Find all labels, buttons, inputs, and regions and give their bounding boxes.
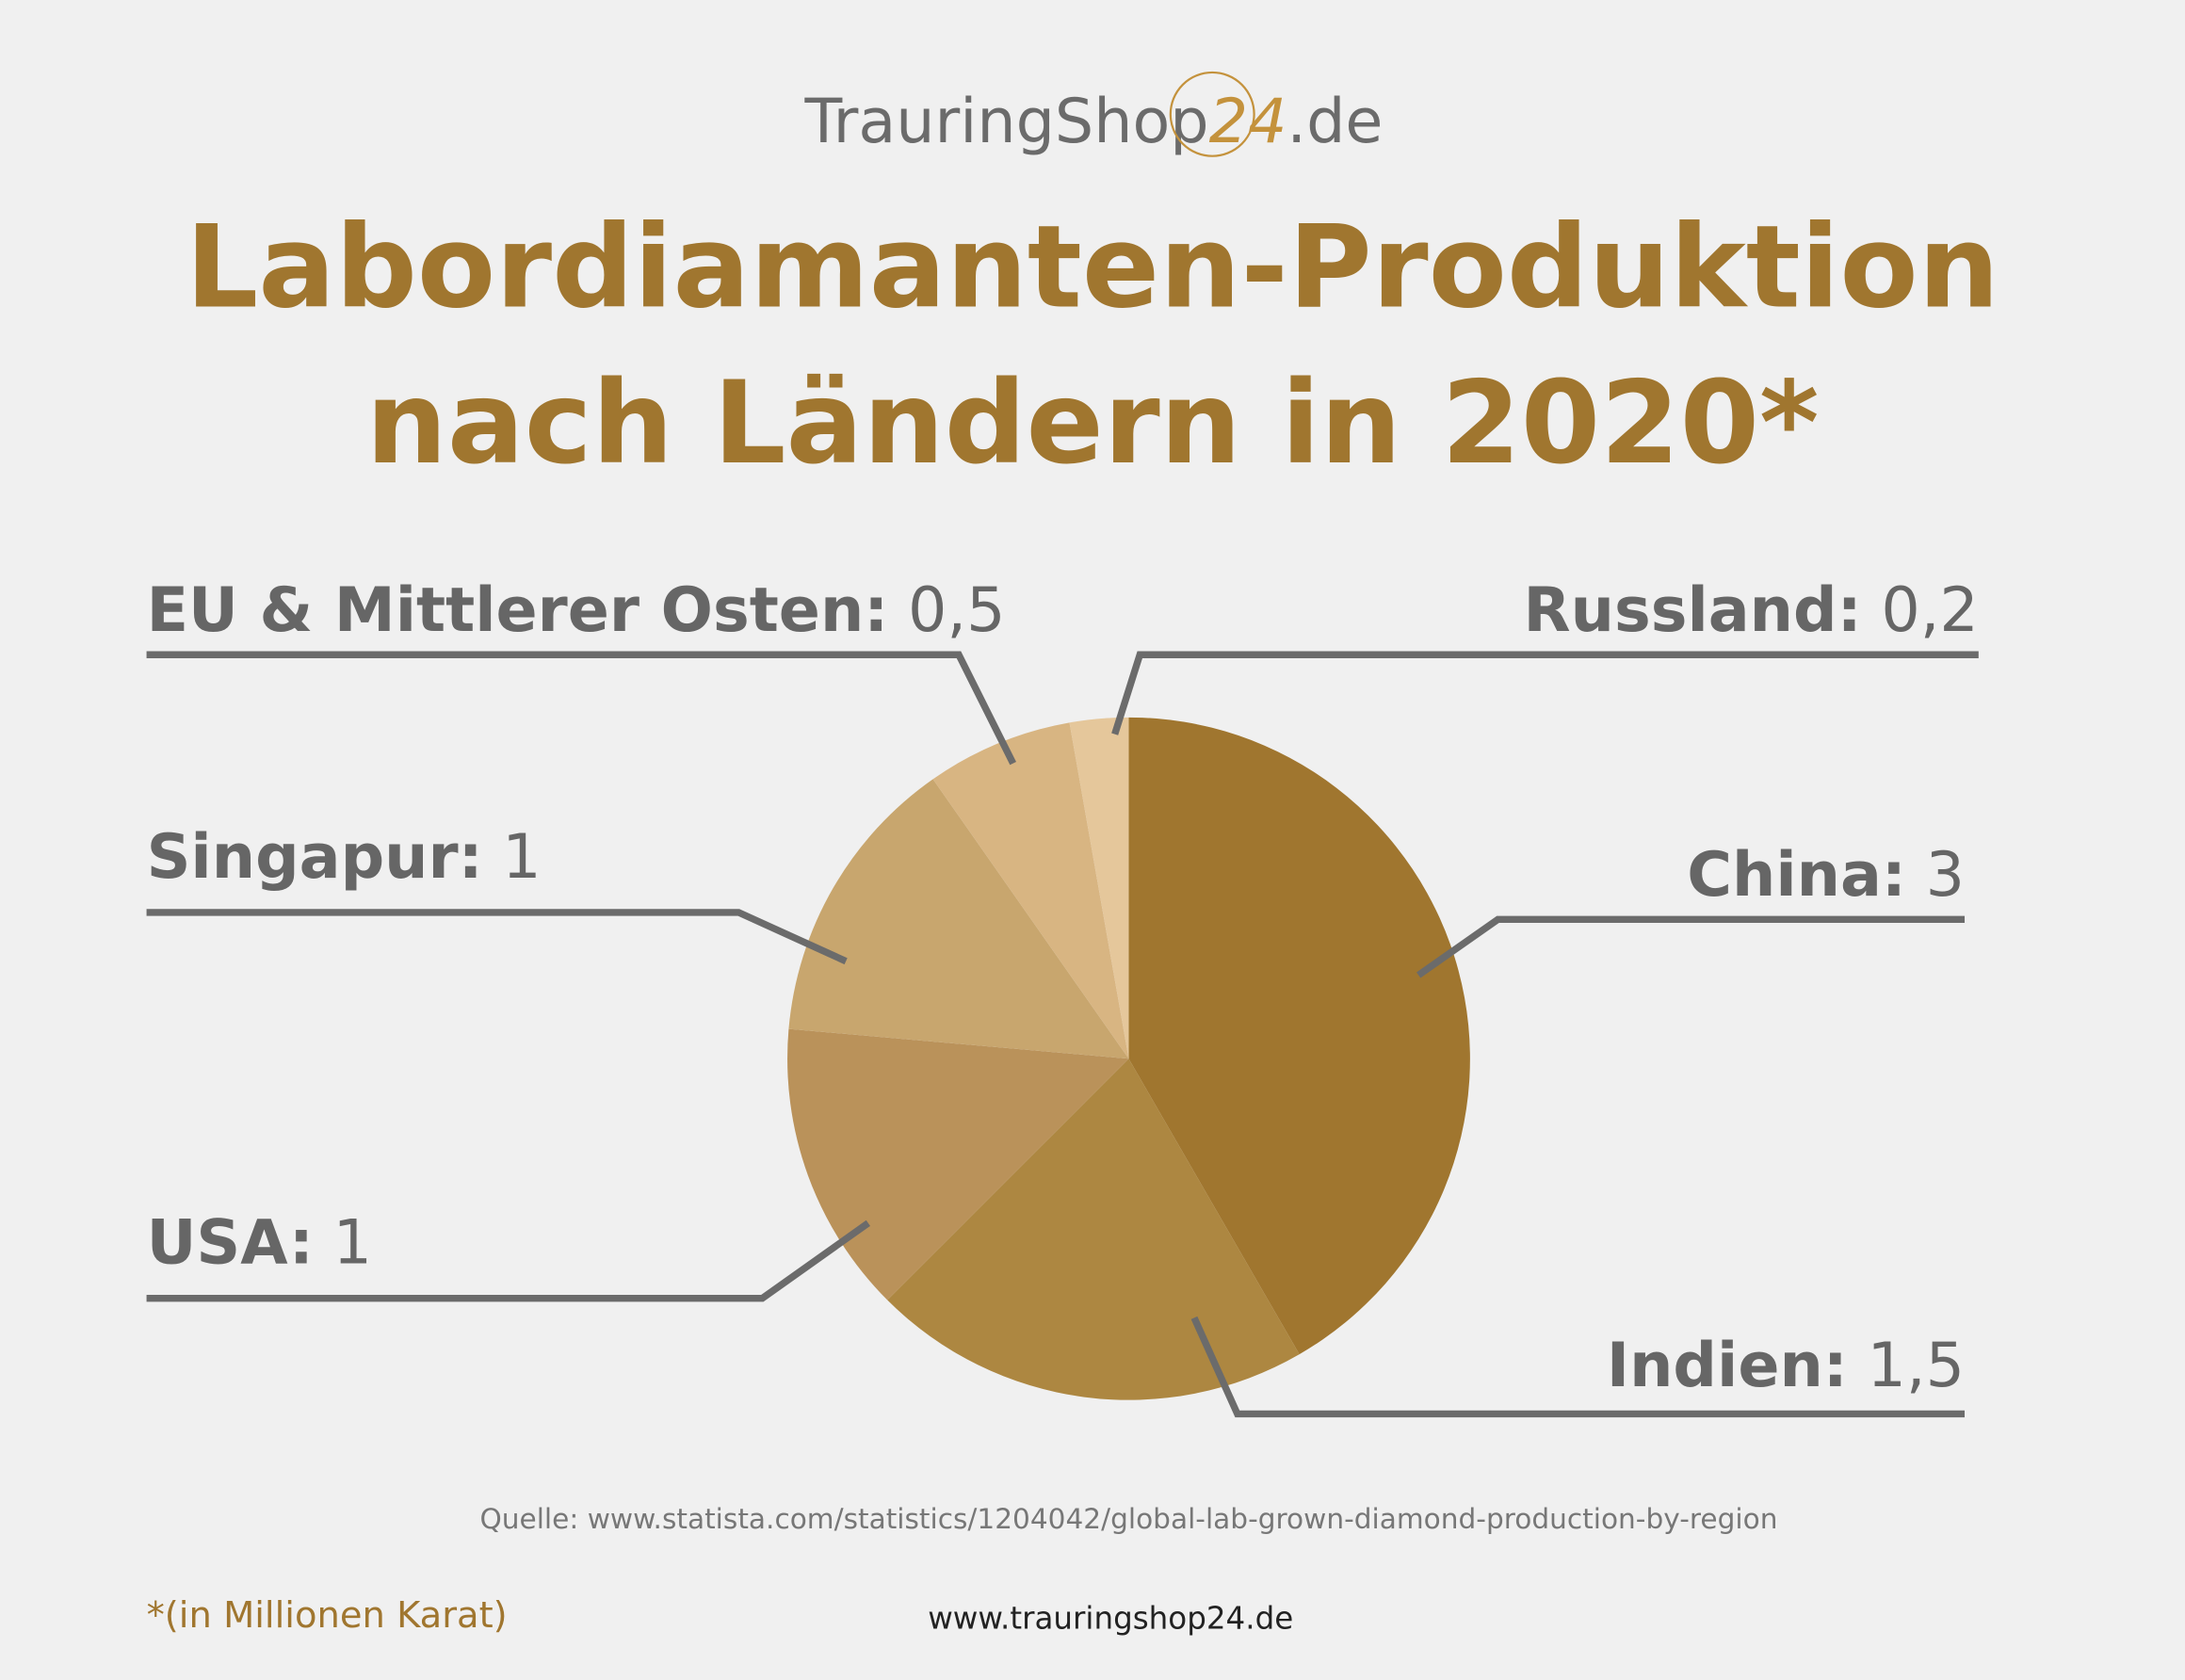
website: www.trauringshop24.de [928,1600,1293,1636]
leader-line [146,1220,870,1302]
category-label: Singapur: [147,822,483,893]
pie-slice [932,722,1129,1059]
leader-line [146,651,1016,766]
pie-slice [787,1028,1129,1300]
value-label: 1,5 [1868,1331,1966,1401]
footnote: *(in Millionen Karat) [147,1594,508,1637]
category-label: Russland: [1524,575,1862,646]
category-label: EU & Mittlerer Osten: [147,575,889,646]
logo-name: TrauringShop [803,87,1208,157]
pie-slice [1069,717,1129,1059]
chart-title: Labordiamanten-Produktion [186,200,1999,333]
pie-slice [1128,717,1470,1355]
logo-domain: .de [1287,87,1383,157]
slice-label: Singapur: 1 [147,822,542,893]
logo: TrauringShop24.de [803,87,1383,157]
leader-line [1111,651,1979,735]
value-label: 3 [1926,840,1965,911]
slice-label: China: 3 [1687,840,1965,911]
leader-line [1416,915,1966,978]
value-label: 0,2 [1881,575,1979,646]
pie [787,717,1470,1400]
source: Quelle: www.statista.com/statistics/1204… [479,1503,1777,1535]
value-label: 1 [333,1208,372,1279]
value-label: 1 [502,822,541,893]
category-label: USA: [147,1208,314,1279]
leader-line [1190,1316,1966,1418]
slice-label: EU & Mittlerer Osten: 0,5 [147,575,1006,646]
slice-label: Russland: 0,2 [1524,575,1979,646]
category-label: Indien: [1607,1331,1848,1401]
slice-label: USA: 1 [147,1208,372,1279]
logo-ring [1169,71,1255,157]
chart-title: nach Ländern in 2020* [366,356,1820,490]
logo-number: 24 [1209,87,1287,157]
slice-label: Indien: 1,5 [1607,1331,1965,1401]
pie-slice [788,779,1129,1059]
leader-line [146,909,848,965]
value-label: 0,5 [908,575,1006,646]
category-label: China: [1687,840,1906,911]
pie-slice [887,1058,1300,1400]
